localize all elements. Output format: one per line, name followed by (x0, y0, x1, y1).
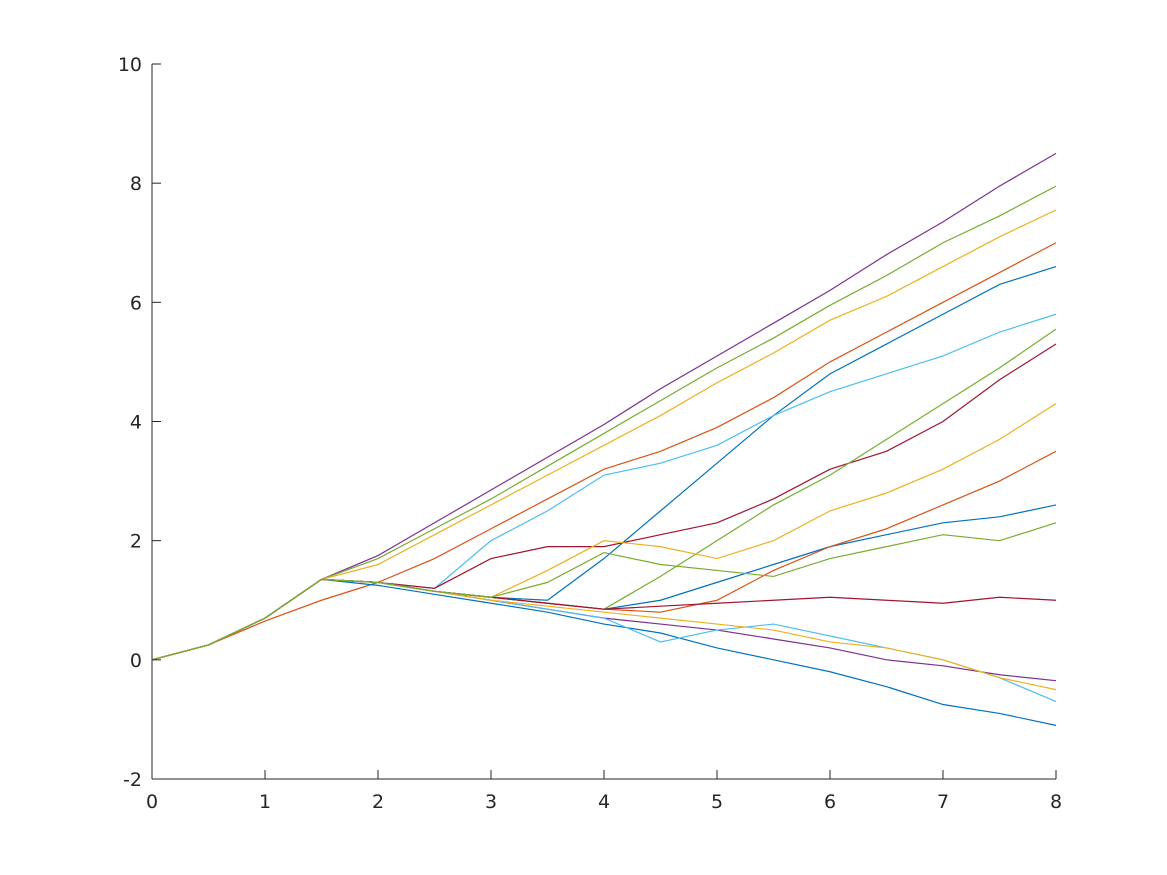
x-tick-label: 7 (937, 791, 949, 813)
x-tick-label: 4 (598, 791, 610, 813)
series-line (151, 522, 1057, 661)
y-tick-label: 2 (130, 531, 142, 553)
x-tick-label: 2 (372, 791, 384, 813)
y-tick-label: 4 (130, 412, 142, 434)
x-tick-label: 6 (824, 791, 836, 813)
y-tick-label: 6 (130, 292, 142, 314)
series-line (151, 578, 1057, 691)
series-line (151, 328, 1057, 661)
series-line (151, 313, 1057, 661)
x-tick-label: 0 (146, 791, 158, 813)
series-line (151, 152, 1057, 661)
x-tick-label: 3 (485, 791, 497, 813)
y-tick-label: 10 (118, 54, 142, 76)
series-line (151, 242, 1057, 661)
series-line (151, 504, 1057, 661)
x-tick-label: 5 (711, 791, 723, 813)
y-tick-label: 0 (130, 650, 142, 672)
series-line (151, 578, 1057, 661)
series-line (151, 578, 1057, 682)
series-line (151, 403, 1057, 661)
y-tick-label: -2 (123, 769, 142, 791)
x-tick-label: 8 (1050, 791, 1062, 813)
series-line (151, 185, 1057, 661)
series-line (151, 578, 1057, 726)
series-line (151, 266, 1057, 661)
y-tick-label: 8 (130, 173, 142, 195)
series-line (151, 209, 1057, 661)
series-line (151, 578, 1057, 703)
series-line (151, 450, 1057, 661)
x-tick-label: 1 (259, 791, 271, 813)
